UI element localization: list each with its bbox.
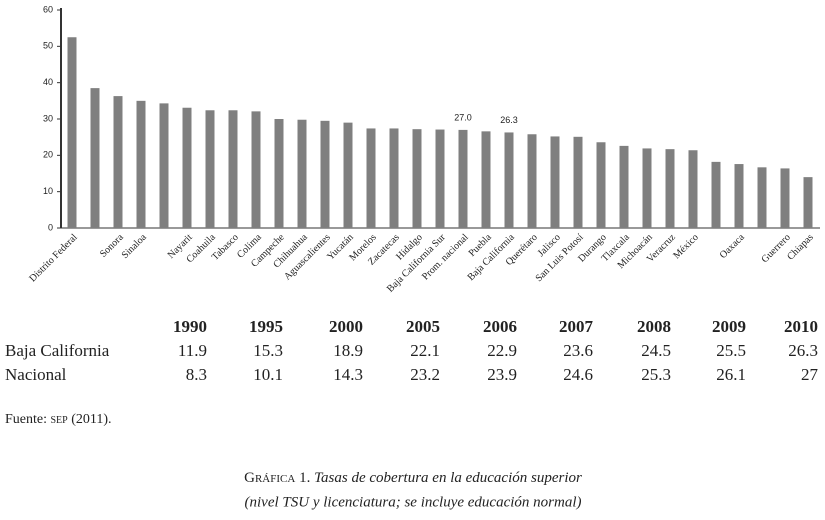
table-cell: 27 [801, 365, 819, 384]
table-cell: 23.6 [563, 341, 593, 360]
table-cell: 23.9 [487, 365, 517, 384]
bar [205, 110, 215, 228]
bar [182, 107, 192, 228]
bar [711, 161, 721, 228]
y-tick-label: 50 [43, 41, 53, 51]
table-header: 2010 [784, 317, 818, 336]
bar [320, 120, 330, 228]
bar [688, 150, 698, 228]
table-cell: 22.9 [487, 341, 517, 360]
table-header: 2005 [406, 317, 440, 336]
bar [297, 119, 307, 228]
y-tick-label: 60 [43, 4, 53, 14]
bar [757, 167, 767, 228]
table-cell: 15.3 [253, 341, 283, 360]
bar [90, 88, 100, 228]
table-cell: 10.1 [253, 365, 283, 384]
x-tick-label: Oaxaca [718, 232, 747, 261]
bar [366, 128, 376, 228]
bar [136, 100, 146, 228]
table-header: 1990 [173, 317, 207, 336]
table-cell: 24.6 [563, 365, 593, 384]
x-tick-label: Sinaloa [120, 232, 149, 261]
bar [458, 129, 468, 228]
row-label: Baja California [5, 341, 110, 360]
bar [343, 122, 353, 228]
source-prefix: Fuente: [5, 412, 47, 427]
table-cell: 24.5 [641, 341, 671, 360]
table-header: 1995 [249, 317, 283, 336]
x-tick-label: Distrito Federal [27, 232, 80, 285]
table-header: 2007 [559, 317, 594, 336]
bar [642, 148, 652, 228]
bar [228, 110, 238, 228]
bar [504, 132, 514, 228]
bar [412, 129, 422, 228]
bar [251, 111, 261, 228]
y-tick-label: 30 [43, 113, 53, 123]
bar [550, 136, 560, 228]
table-header: 2000 [329, 317, 363, 336]
bar [527, 134, 537, 228]
x-tick-label: México [671, 232, 700, 261]
table-cell: 23.2 [410, 365, 440, 384]
bar [803, 177, 813, 228]
value-label: 27.0 [454, 112, 472, 122]
y-tick-label: 10 [43, 186, 53, 196]
table-cell: 18.9 [333, 341, 363, 360]
bar [481, 131, 491, 228]
source-org: sep [51, 412, 69, 427]
value-label: 26.3 [500, 115, 518, 125]
x-tick-label: Chiapas [785, 232, 816, 263]
row-label: Nacional [5, 365, 67, 384]
table-header: 2006 [483, 317, 517, 336]
table-cell: 25.5 [716, 341, 746, 360]
source-year: (2011). [71, 412, 111, 427]
table-cell: 14.3 [333, 365, 363, 384]
y-tick-label: 20 [43, 150, 53, 160]
bar [389, 128, 399, 228]
table-cell: 11.9 [178, 341, 207, 360]
caption: Gráfica 1. Tasas de cobertura en la educ… [244, 470, 582, 486]
x-tick-label: Guerrero [759, 232, 792, 265]
bar [274, 119, 284, 228]
bar [780, 168, 790, 228]
caption-label: Gráfica 1. [244, 470, 310, 486]
table-cell: 26.1 [716, 365, 746, 384]
bar [67, 37, 77, 228]
table-cell: 26.3 [788, 341, 818, 360]
caption-title: Tasas de cobertura en la educación super… [314, 470, 582, 486]
bar [435, 129, 445, 228]
table-cell: 8.3 [186, 365, 207, 384]
y-tick-label: 40 [43, 77, 53, 87]
table-cell: 25.3 [641, 365, 671, 384]
table-header: 2009 [712, 317, 746, 336]
bar [665, 149, 675, 228]
y-tick-label: 0 [48, 222, 53, 232]
bar [734, 164, 744, 228]
bar [113, 96, 123, 228]
bar [596, 142, 606, 228]
table-cell: 22.1 [410, 341, 440, 360]
source: Fuente: sep (2011). [5, 412, 112, 427]
bar [573, 136, 583, 228]
bar [159, 103, 169, 228]
bar [619, 145, 629, 228]
caption-subtitle: (nivel TSU y licenciatura; se incluye ed… [245, 494, 582, 510]
table-header: 2008 [637, 317, 671, 336]
